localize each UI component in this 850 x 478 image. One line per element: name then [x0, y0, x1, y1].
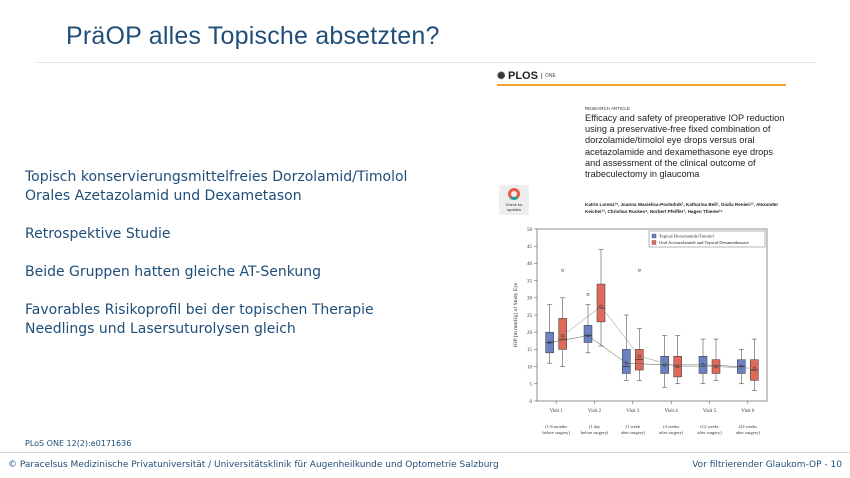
plos-logo: ✺ PLOS ONE	[497, 70, 556, 82]
box-mean-marker	[637, 354, 641, 358]
bullet-line: Topisch konservierungsmittelfreies Dorzo…	[25, 169, 408, 185]
y-tick-label: 20	[527, 331, 533, 336]
legend-swatch	[651, 240, 657, 245]
bullet-line: Favorables Risikoprofil bei der topische…	[25, 302, 374, 318]
box-mean-marker	[561, 333, 565, 338]
x-tick-sublabel: before surgery)	[581, 430, 609, 435]
footer-page-label: Vor filtrierender Glaukom-OP - 10	[692, 460, 842, 470]
x-tick-sublabel: (24 weeks	[739, 424, 758, 429]
legend-label: Topical Dorzolamide/Timolol	[659, 234, 714, 239]
bullet-spacer	[25, 244, 465, 263]
plos-burst-icon: ✺	[497, 71, 506, 82]
box-body	[596, 283, 606, 323]
x-tick-sublabel: after surgery)	[697, 430, 722, 435]
plot-frame	[536, 228, 768, 402]
iop-boxplot-chart: 0 5 10 15 20 25 30 35 40 45 50 IOP [in mmHg] of Stu…	[512, 228, 768, 435]
x-tick-label: Visit 1	[550, 409, 564, 414]
bullet-line: Retrospektive Studie	[25, 226, 171, 242]
title-divider	[37, 62, 815, 63]
x-tick-sublabel: after surgery)	[621, 430, 646, 435]
y-tick-label: 45	[527, 245, 533, 250]
legend-swatch	[651, 233, 657, 239]
y-tick-label: 35	[527, 279, 533, 284]
x-tick-label: Visit 6	[741, 409, 755, 414]
citation: PLoS ONE 12(2):e0171636	[25, 439, 132, 448]
x-tick-sublabel: after surgery)	[736, 430, 761, 435]
footer-divider	[0, 452, 850, 453]
bullet-line: Needlings und Lasersuturolysen gleich	[25, 321, 296, 337]
box-mean-marker	[599, 304, 603, 309]
box-body	[583, 325, 593, 343]
x-tick-sublabel: (1-6 months	[545, 424, 567, 429]
article-authors: Katrin Lorenz¹*, Joanna Wasielica-Posled…	[585, 202, 779, 214]
box-outlier	[637, 268, 641, 272]
y-tick-label: 10	[527, 365, 533, 370]
y-tick-label: 5	[530, 383, 533, 388]
x-tick-sublabel: (4 weeks	[663, 424, 679, 429]
legend-label: Oral Acetazolamide and Topical Dexametha…	[659, 240, 749, 245]
y-axis-label: IOP [in mmHg] of Study Eye	[512, 282, 519, 347]
slide-title: PräOP alles Topische absetzten?	[66, 22, 440, 50]
crossmark-icon	[508, 188, 520, 200]
bullet-line: Orales Azetazolamid und Dexametason	[25, 188, 302, 204]
check-for-updates-badge[interactable]: Check for updates	[499, 185, 529, 215]
x-tick-label: Visit 3	[626, 409, 640, 414]
y-tick-label: 30	[527, 297, 533, 302]
x-tick-label: Visit 2	[588, 409, 602, 414]
bullet-line: Beide Gruppen hatten gleiche AT-Senkung	[25, 264, 322, 280]
y-tick-label: 50	[527, 228, 533, 233]
x-tick-label: Visit 5	[703, 409, 717, 414]
series-mean-line	[549, 335, 742, 367]
footer-copyright: © Paracelsus Medizinische Privatuniversi…	[8, 460, 499, 470]
x-tick-sublabel: (12 weeks	[700, 424, 719, 429]
box-outlier	[586, 292, 590, 296]
plos-wordmark: PLOS	[508, 70, 538, 82]
y-tick-label: 0	[530, 400, 533, 405]
bullet-spacer	[25, 206, 465, 225]
y-tick-label: 25	[527, 314, 533, 319]
y-tick-label: 15	[527, 348, 533, 353]
box-body	[558, 318, 567, 350]
bullet-spacer	[25, 282, 465, 301]
x-tick-sublabel: (1 day	[589, 424, 601, 429]
series-mean-line	[562, 306, 755, 369]
x-tick-sublabel: (1 week	[626, 424, 641, 429]
paper-excerpt: ✺ PLOS ONE RESEARCH ARTICLE Efficacy and s…	[497, 66, 789, 444]
bullet-list: Topisch konservierungsmittelfreies Dorzo…	[25, 168, 465, 339]
x-tick-sublabel: before surgery)	[542, 430, 570, 435]
x-tick-sublabel: after surgery)	[659, 430, 684, 435]
box-outlier	[561, 268, 565, 272]
article-title: Efficacy and safety of preoperative IOP …	[585, 113, 785, 180]
badge-label: Check for updates	[505, 202, 523, 212]
article-type: RESEARCH ARTICLE	[585, 106, 630, 111]
x-tick-label: Visit 4	[665, 409, 679, 414]
plos-one-label: ONE	[540, 73, 556, 80]
y-tick-label: 40	[527, 262, 533, 267]
box-body	[622, 349, 631, 374]
plos-header-rule	[497, 84, 786, 86]
legend-frame	[648, 230, 766, 248]
